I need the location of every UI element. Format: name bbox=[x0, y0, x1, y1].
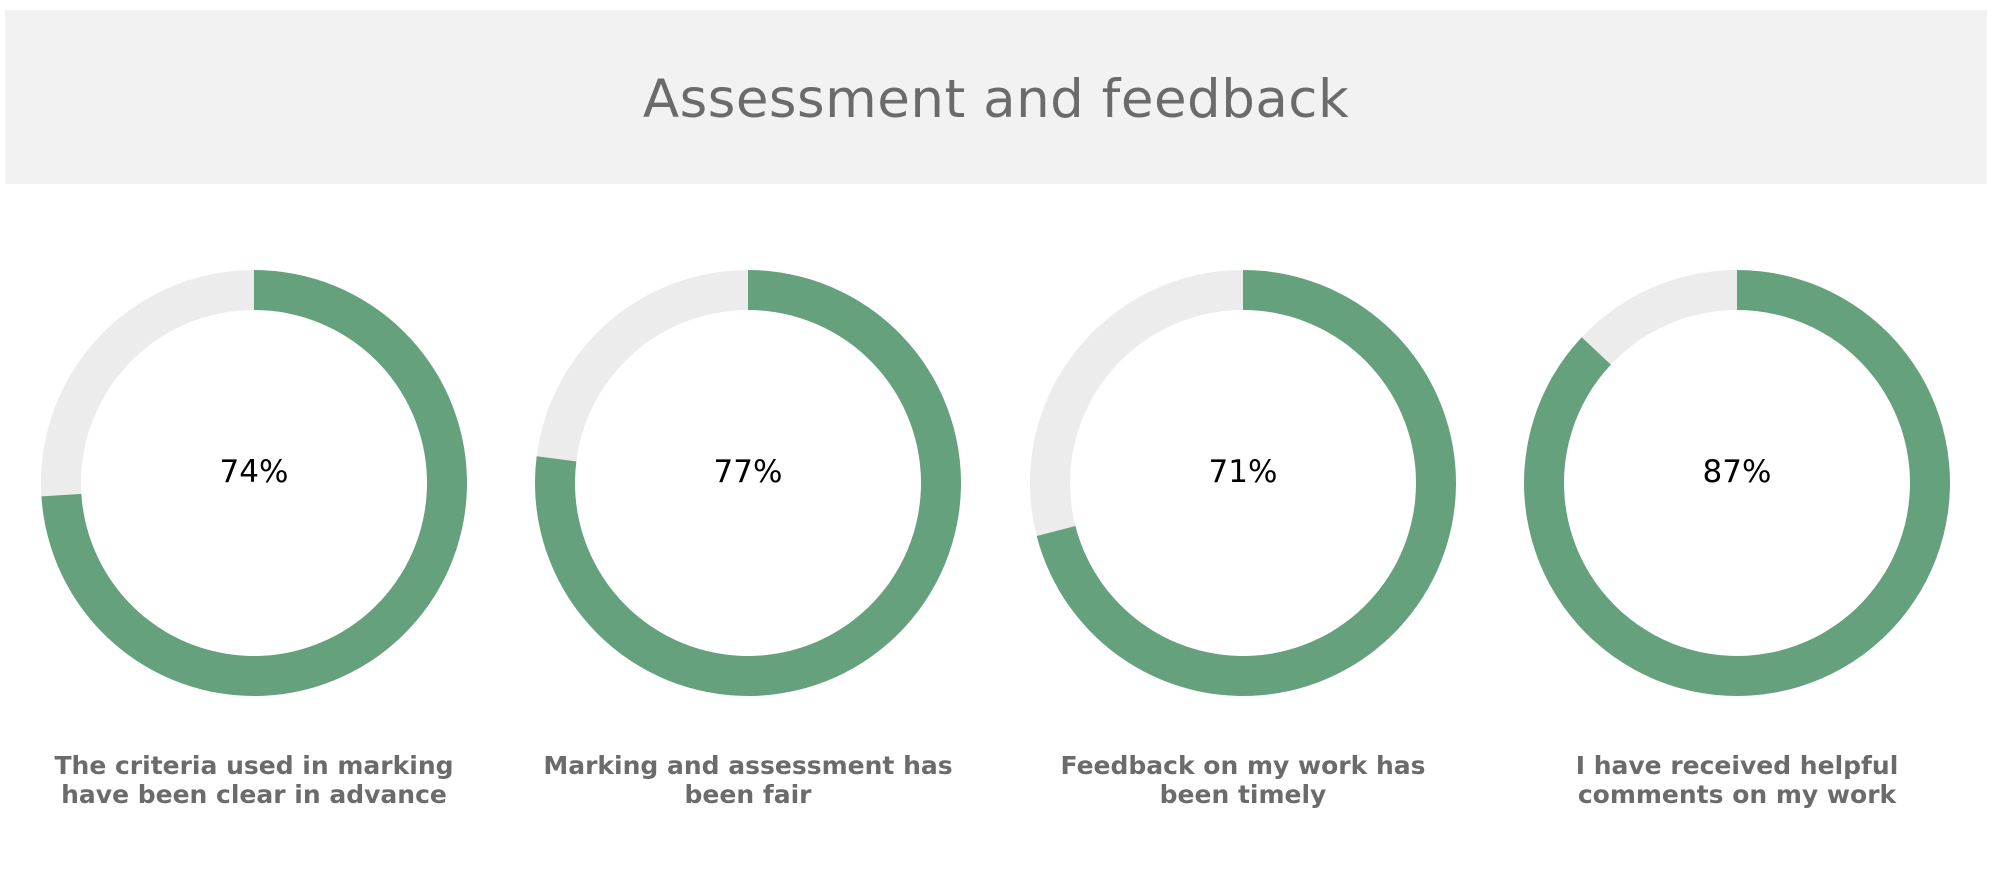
donut-chart-criteria: 74% The criteria used in marking have be… bbox=[14, 0, 494, 870]
donut-caption: Feedback on my work has been timely bbox=[1060, 751, 1426, 809]
donut-remainder-segment bbox=[1030, 270, 1243, 536]
donut-svg bbox=[41, 270, 467, 696]
donut-caption: Marking and assessment has been fair bbox=[543, 751, 953, 809]
page-title: Assessment and feedback bbox=[642, 68, 1350, 130]
donut-caption: I have received helpful comments on my w… bbox=[1575, 751, 1899, 809]
donut-chart-fairness: 77% Marking and assessment has been fair bbox=[508, 0, 988, 870]
donut-chart-timeliness: 71% Feedback on my work has been timely bbox=[1003, 0, 1483, 870]
donut-remainder-segment bbox=[41, 270, 254, 497]
donut-svg bbox=[1030, 270, 1456, 696]
donut-remainder-segment bbox=[1581, 270, 1737, 365]
section-header: Assessment and feedback bbox=[5, 10, 1987, 184]
donut-value-label: 77% bbox=[713, 454, 783, 490]
donut-value-label: 71% bbox=[1208, 454, 1278, 490]
donut-svg bbox=[535, 270, 962, 696]
donut-svg bbox=[1524, 270, 1950, 696]
donut-chart-helpful-comments: 87% I have received helpful comments on … bbox=[1497, 0, 1977, 870]
donut-value-label: 87% bbox=[1702, 454, 1772, 490]
donut-value-label: 74% bbox=[219, 454, 289, 490]
donut-remainder-segment bbox=[536, 270, 748, 462]
donut-caption: The criteria used in marking have been c… bbox=[54, 751, 454, 809]
